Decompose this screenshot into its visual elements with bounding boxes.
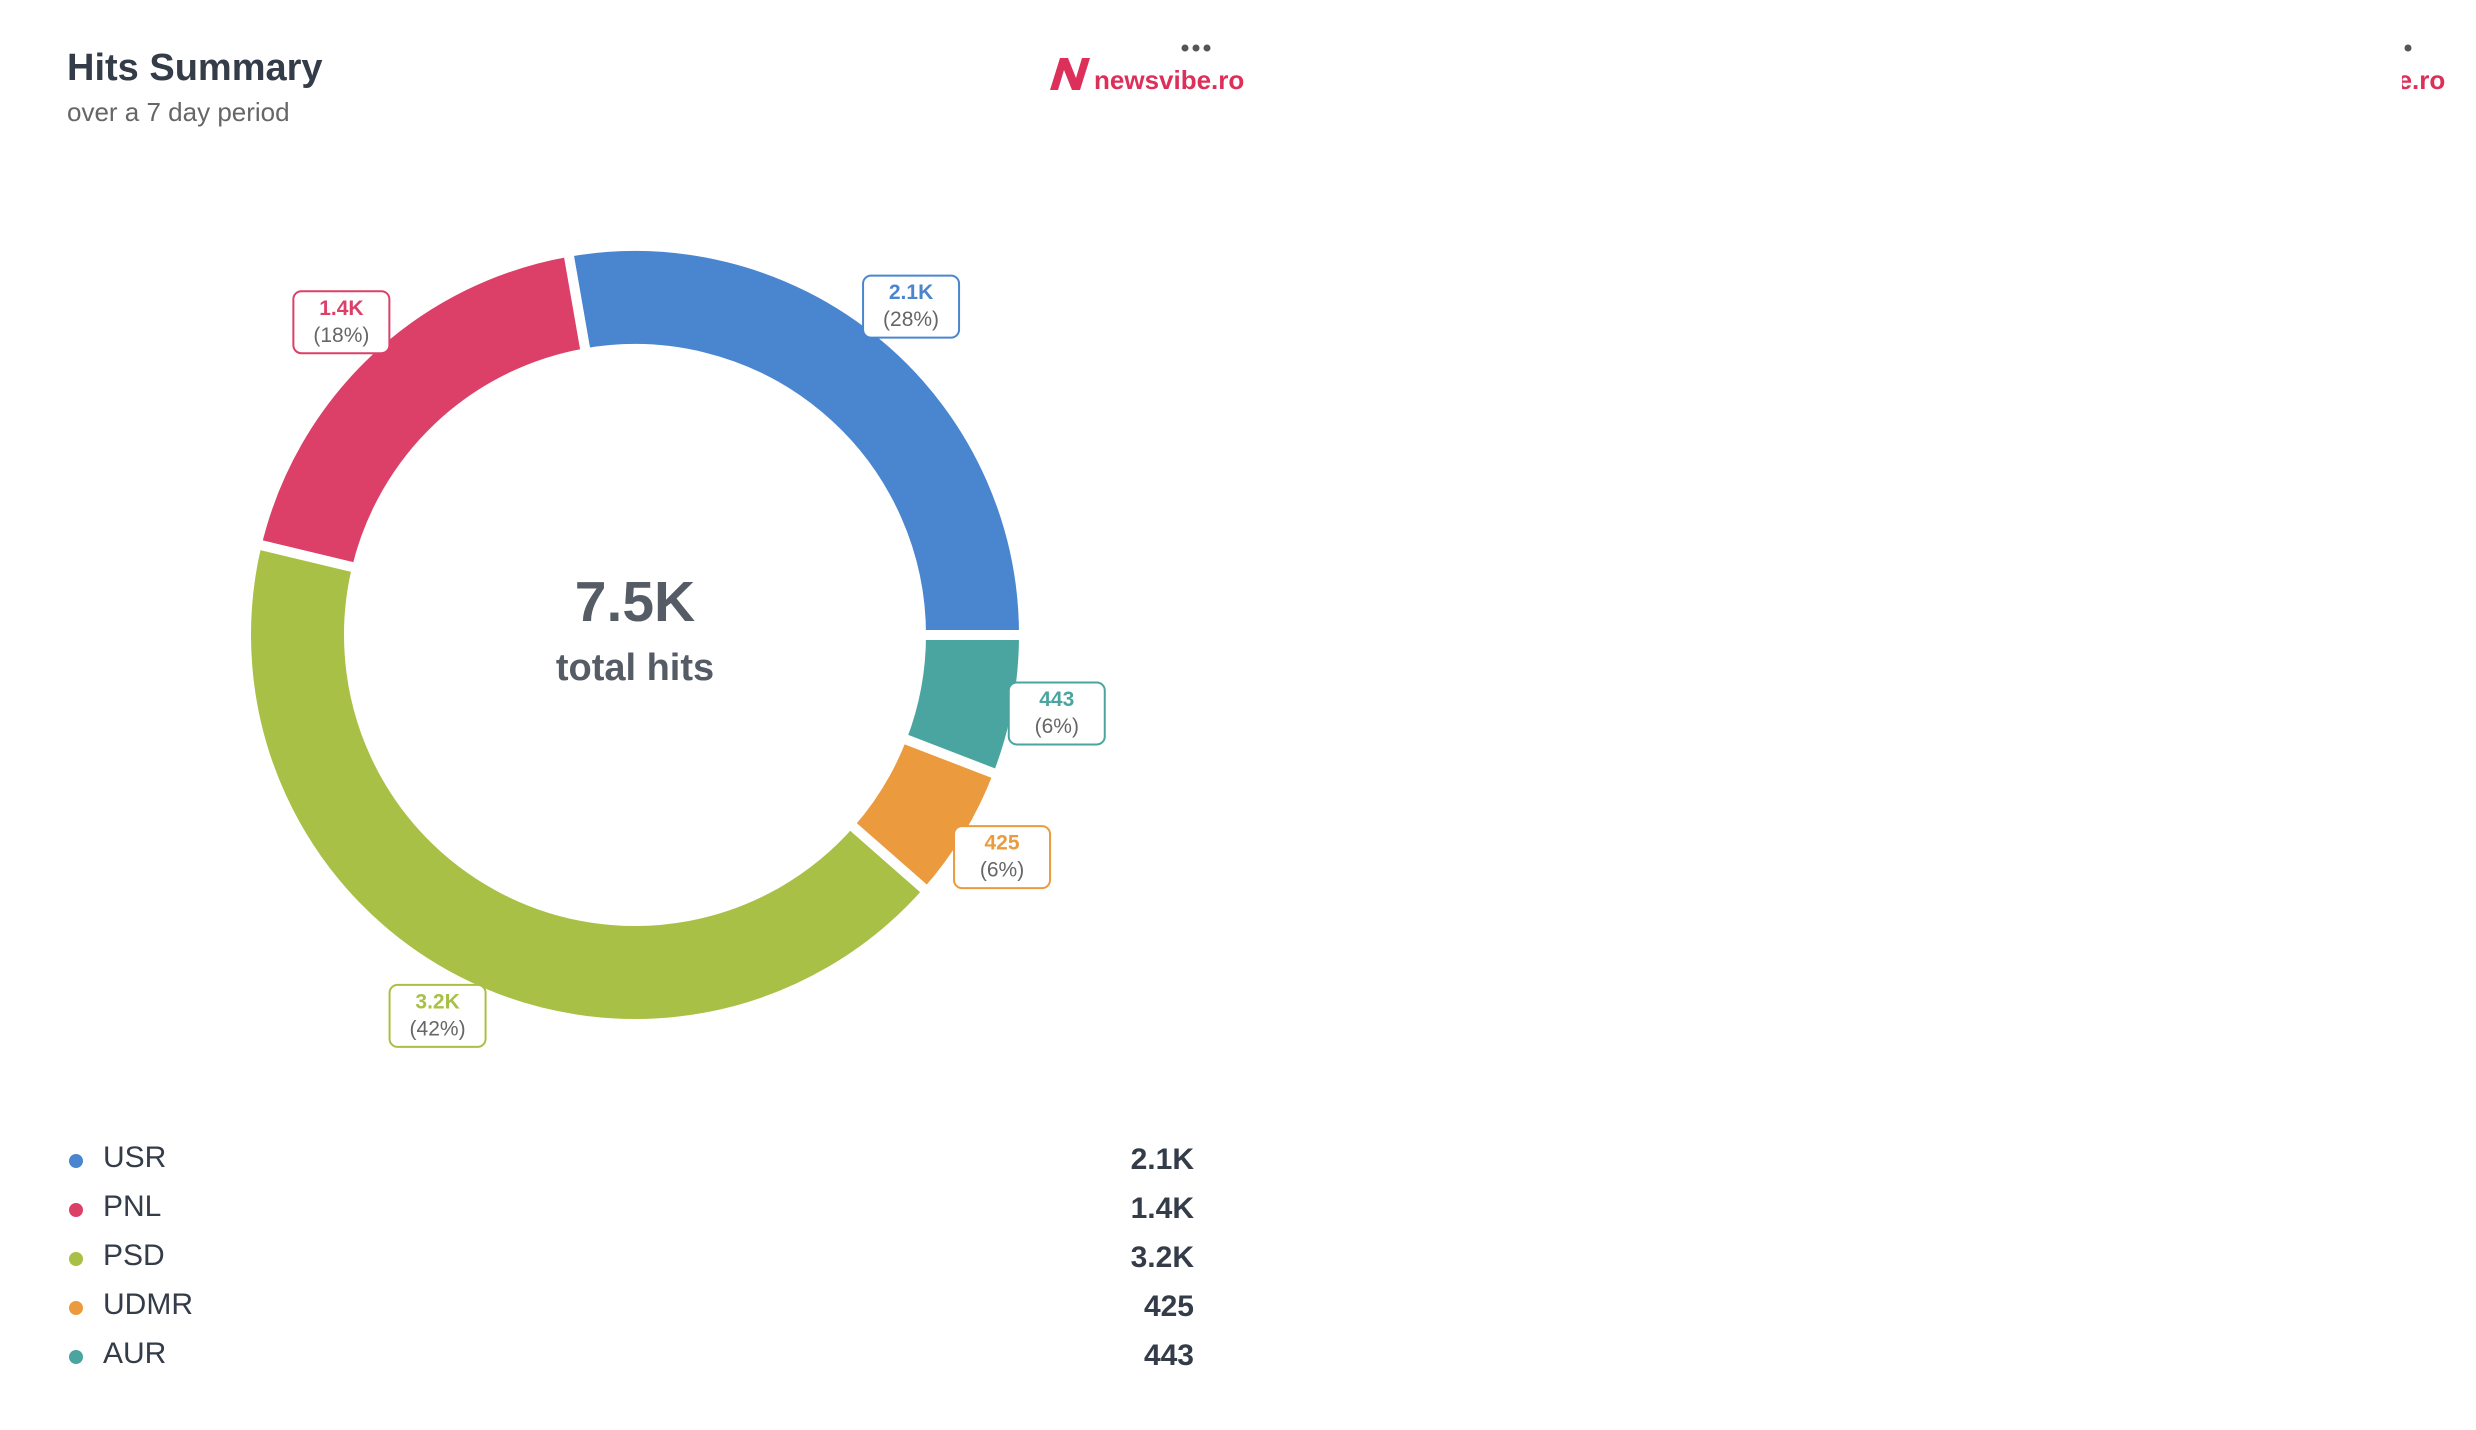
donut-slice	[2065, 635, 2225, 868]
label-box	[2085, 295, 2181, 357]
legend-marker	[1270, 1252, 1284, 1266]
menu-dot	[2404, 44, 2412, 52]
brand-name: newsvibe.ro	[2295, 65, 2445, 95]
legend-value: 3.2K	[1131, 1241, 1195, 1274]
legend-marker	[1270, 1301, 1284, 1315]
legend-label: AUR	[103, 1337, 166, 1370]
label-box	[953, 825, 1052, 890]
center-total: 7.5K	[575, 570, 695, 634]
percent-label: (6%)	[980, 859, 1024, 882]
brand-name: newsvibe.ro	[1094, 65, 1244, 95]
chart-title: Impact Summary	[1268, 47, 1574, 89]
legend-value: 29.6M	[2312, 1192, 2395, 1225]
legend-marker	[69, 1350, 83, 1364]
logo-icon	[2251, 58, 2291, 90]
legend-value: 425	[1144, 1290, 1194, 1323]
data-label: 443	[1039, 688, 1074, 711]
percent-label: (21%)	[1535, 305, 1591, 328]
menu-dot	[1192, 44, 1200, 52]
label-box	[1007, 681, 1106, 746]
menu-dot	[2394, 45, 2401, 52]
percent-label: (18%)	[313, 324, 369, 347]
percent-label: (10%)	[2215, 772, 2271, 795]
label-box	[862, 274, 961, 339]
chart-title: Hits Summary	[67, 47, 323, 89]
label-box	[292, 290, 391, 355]
chart-panel: Hits Summary over a 7 day period newsvibe.…	[67, 44, 1244, 1372]
label-box	[1506, 927, 1602, 989]
legend-marker	[1270, 1350, 1284, 1364]
menu-dot	[2383, 45, 2390, 52]
chart-panel: Impact Summary over a 7 day period newsvib…	[1268, 44, 2445, 1372]
chart-subtitle: over a 7 day period	[1268, 97, 1491, 127]
percent-label: (26%)	[2105, 327, 2161, 350]
menu-dot	[1203, 44, 1211, 52]
donut-slice	[1447, 546, 1975, 1024]
legend-marker	[69, 1301, 83, 1315]
legend-label: USR	[103, 1141, 166, 1174]
logo-icon	[1050, 58, 1090, 90]
percent-label: (6%)	[1035, 715, 1079, 738]
center-total: 143.1M	[1741, 570, 1931, 634]
donut-slice	[562, 241, 1030, 640]
legend-marker	[69, 1154, 83, 1168]
legend-value: 443	[1144, 1339, 1194, 1372]
center-label: total hits	[556, 647, 714, 689]
data-label: 14.6M	[2214, 745, 2272, 768]
brand-logo: newsvibe.ro	[2251, 58, 2445, 95]
percent-label: (34%)	[1526, 960, 1582, 983]
label-box	[2195, 739, 2291, 801]
data-label: 29.6M	[1534, 278, 1592, 301]
legend-label: AUR	[1304, 1337, 1367, 1370]
donut-slice	[1821, 246, 2225, 635]
legend-label: UDMR	[103, 1288, 193, 1321]
brand-logo: newsvibe.ro	[1050, 58, 1244, 95]
legend-value: 14.6M	[2312, 1339, 2395, 1372]
data-label: 425	[985, 832, 1020, 855]
donut-slice	[241, 538, 935, 1029]
legend-value: 1.4K	[1131, 1192, 1195, 1225]
center-label: total reach	[1740, 647, 1932, 689]
data-label: 12.8M	[2066, 952, 2124, 975]
legend-marker	[1270, 1154, 1284, 1168]
chart-subtitle: over a 7 day period	[67, 97, 290, 127]
data-label: 36.6M	[2104, 300, 2162, 323]
label-box	[388, 983, 487, 1048]
data-label: 3.2K	[415, 990, 459, 1013]
label-box	[2047, 946, 2143, 1008]
donut-slice	[1457, 246, 1825, 569]
legend-label: USR	[1304, 1141, 1367, 1174]
legend-label: PNL	[1304, 1190, 1362, 1223]
legend-value: 36.6M	[2312, 1143, 2395, 1176]
menu-dot	[1181, 44, 1189, 52]
legend-marker	[69, 1203, 83, 1217]
data-label: 1.4K	[319, 297, 363, 320]
legend-value: 49.3M	[2312, 1241, 2395, 1274]
legend-label: PSD	[1304, 1239, 1366, 1272]
percent-label: (28%)	[883, 308, 939, 331]
legend-value: 2.1K	[1131, 1143, 1195, 1176]
data-label: 2.1K	[889, 281, 933, 304]
data-label: 49.3M	[1525, 933, 1583, 956]
legend-marker	[69, 1252, 83, 1266]
label-box	[1515, 273, 1611, 335]
legend-label: UDMR	[1304, 1288, 1394, 1321]
percent-label: (42%)	[410, 1017, 466, 1040]
legend-label: PSD	[103, 1239, 165, 1272]
legend-marker	[1270, 1203, 1284, 1217]
percent-label: (9%)	[2073, 979, 2117, 1002]
legend-value: 12.8M	[2312, 1290, 2395, 1323]
legend-label: PNL	[103, 1190, 161, 1223]
donut-slice	[1938, 806, 2147, 998]
